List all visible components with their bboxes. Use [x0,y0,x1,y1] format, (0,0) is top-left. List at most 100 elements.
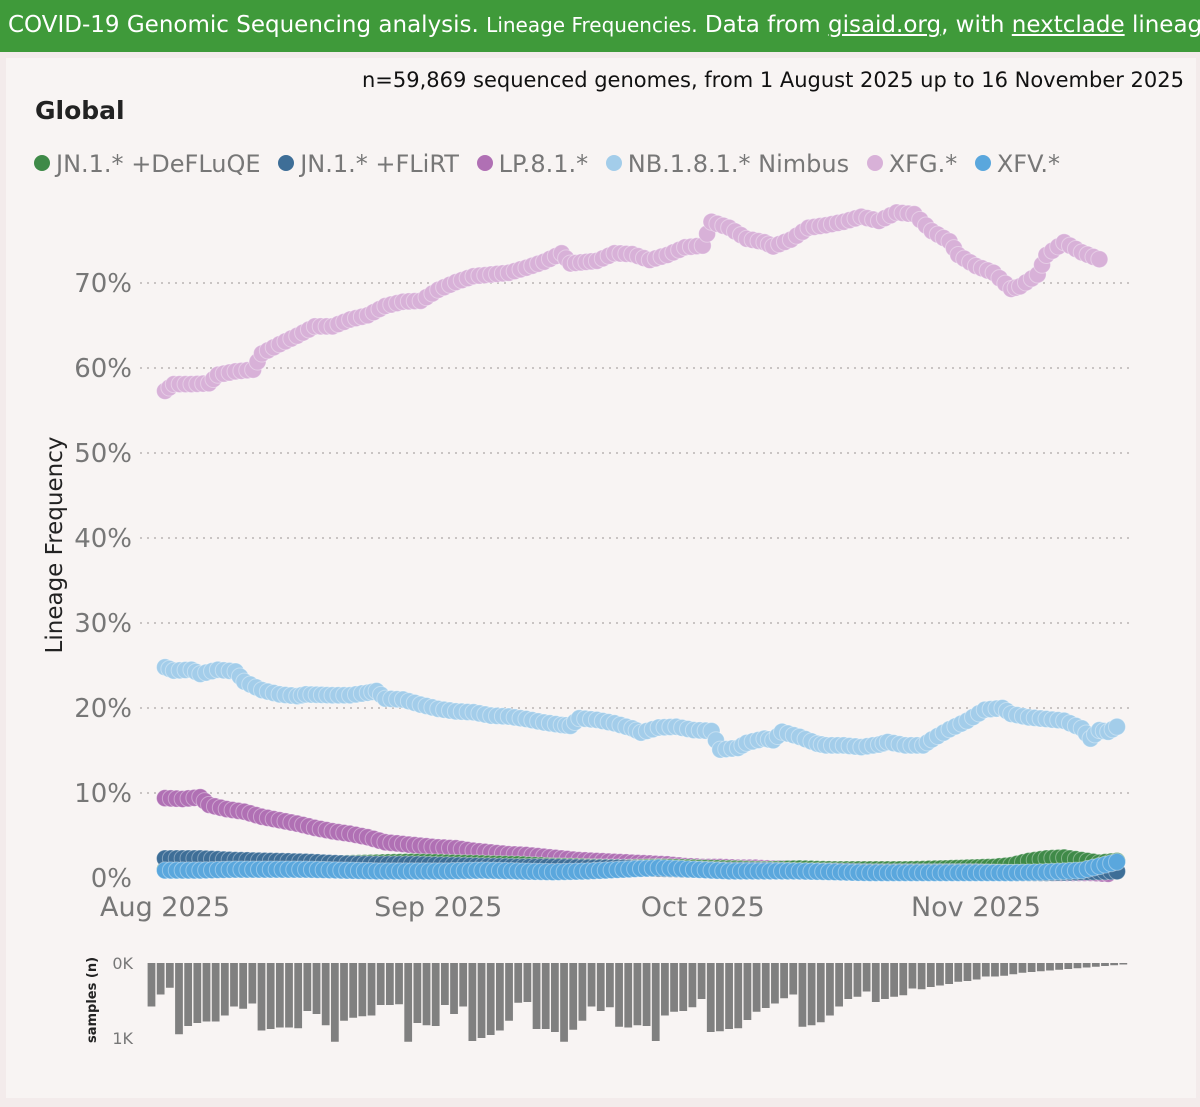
legend-item-lp81[interactable]: LP.8.1.* [476,150,589,178]
sample-bar [835,963,843,1007]
sample-bar [523,963,532,1002]
sample-bar [844,963,853,999]
sample-bar [899,963,908,996]
sample-bar [560,963,568,1042]
sample-bar [936,963,944,986]
sample-bar [706,963,715,1032]
legend-label: NB.1.8.1.* Nimbus [627,150,850,178]
sample-bar [385,963,394,1005]
sample-bar [239,963,248,1009]
sample-bar [826,963,834,1016]
x-tick-label: Sep 2025 [374,892,502,923]
legend-dot-icon [476,155,493,171]
legend-label: XFV.* [996,150,1061,178]
sample-bar [294,963,303,1029]
sample-bar [220,963,229,1016]
y-tick-label: 30% [74,609,132,639]
gisaid-link[interactable]: gisaid.org [827,12,942,38]
sample-bar [431,963,440,1026]
sample-bar [532,963,541,1029]
legend: JN.1.* +DeFLuQE JN.1.* +FLiRT LP.8.1.* N… [34,150,1070,178]
sample-bar [257,963,266,1031]
y-tick-label: 40% [74,524,132,554]
sample-bar [1036,963,1045,972]
y-axis-ticks: 0% 10% 20% 30% 40% 50% 60% 70% [74,269,132,894]
x-tick-label: Oct 2025 [641,892,765,923]
samples-axis-label: samples (n) [85,957,100,1043]
sample-bar [1073,963,1082,969]
sample-bar [312,963,321,1014]
nextclade-link[interactable]: nextclade [1011,12,1125,38]
chart-panel [6,58,1196,1098]
samples-axis-ticks: 0K 1K [112,954,133,1048]
legend-label: LP.8.1.* [498,150,589,178]
sample-bar [862,963,871,992]
sample-bar [1027,963,1036,972]
sample-bar [486,963,495,1035]
sample-bar [266,963,275,1029]
sample-bar [193,963,202,1023]
sample-bar [816,963,825,1023]
sample-bar [871,963,880,1002]
series-nb-1-8-1-nimbus [156,658,1126,759]
sample-bar [1018,963,1027,973]
sample-bar [688,963,697,1008]
sample-bar [670,963,678,1012]
sample-bar [1091,963,1100,967]
sample-bar [642,963,651,1026]
sample-bar [358,963,367,1017]
samples-tick-label: 1K [112,1029,133,1048]
sample-bar [340,963,348,1021]
sample-bar [1046,963,1054,971]
legend-item-nb181-nimbus[interactable]: NB.1.8.1.* Nimbus [605,150,850,178]
sample-bar [404,963,413,1042]
sample-bar [587,963,596,1007]
legend-item-jn1-defluqe[interactable]: JN.1.* +DeFLuQE [34,150,261,178]
sample-bar [908,963,917,989]
sample-bar [514,963,523,1003]
sample-bar [963,963,972,981]
y-tick-label: 60% [74,354,132,384]
legend-item-xfg[interactable]: XFG.* [866,150,958,178]
legend-label: XFG.* [888,150,958,178]
sample-bar [761,963,770,1008]
sample-bar [541,963,550,1029]
x-tick-label: Nov 2025 [911,892,1041,923]
sample-bar [633,963,642,1026]
sample-bar [615,963,623,1027]
legend-dot-icon [605,155,622,171]
banner-part3: Data from [697,12,828,38]
sample-bar [679,963,688,1011]
sample-bar [440,963,449,1005]
series-xfv- [156,852,1126,882]
banner-part2: Lineage Frequencies. [486,13,698,37]
sample-bar [1101,963,1109,966]
legend-dot-icon [34,155,50,171]
sample-bar [147,963,156,1007]
sample-bar [1064,963,1073,969]
sample-bar [1082,963,1091,968]
legend-dot-icon [278,155,295,171]
sample-bar [321,963,330,1026]
sample-bar [725,963,733,1029]
y-tick-label: 50% [74,439,132,469]
sample-bar [881,963,889,999]
y-tick-label: 70% [74,269,132,299]
samples-tick-label: 0K [112,954,133,973]
sample-bar [991,963,999,977]
sample-bar [917,963,926,990]
sample-bar [330,963,339,1042]
sample-bar [175,963,183,1035]
sample-bar [972,963,981,980]
legend-item-jn1-flirt[interactable]: JN.1.* +FLiRT [278,150,459,178]
sample-bar [413,963,422,1023]
legend-item-xfv[interactable]: XFV.* [974,150,1061,178]
sample-bar [606,963,614,1008]
sample-bar [285,963,293,1028]
sample-bar [780,963,788,999]
sample-bar [926,963,935,987]
legend-label: JN.1.* +FLiRT [300,150,459,178]
samples-bar-chart [147,963,1128,1042]
sample-bar [798,963,807,1027]
